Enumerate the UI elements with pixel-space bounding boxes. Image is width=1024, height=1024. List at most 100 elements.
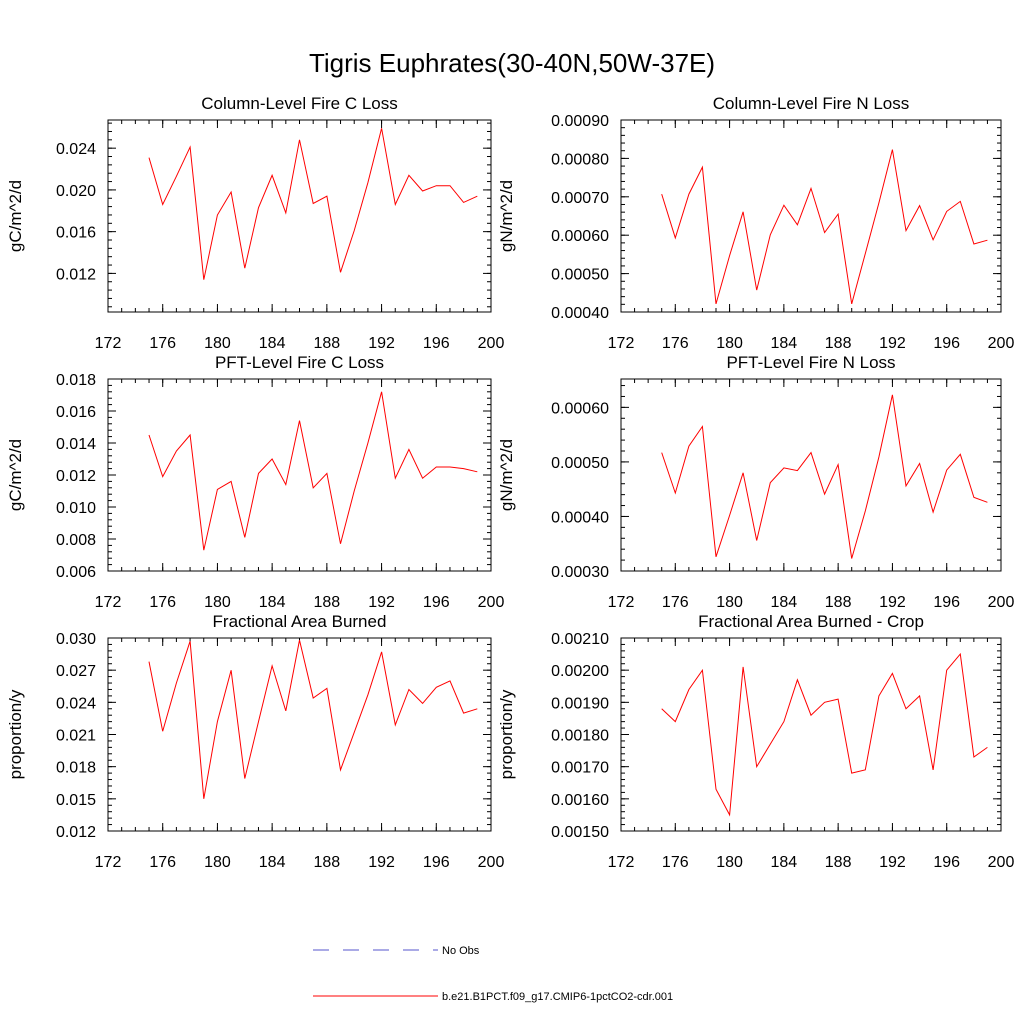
y-tick-label: 0.00180: [551, 728, 609, 745]
y-axis-label: proportion/y: [497, 689, 516, 779]
x-tick-label: 184: [771, 335, 798, 352]
y-tick-label: 0.006: [56, 564, 96, 581]
x-tick-label: 180: [716, 854, 743, 871]
y-tick-label: 0.00060: [551, 400, 609, 417]
series-line-model: [148, 128, 478, 280]
x-tick-label: 192: [368, 854, 395, 871]
x-tick-label: 180: [204, 854, 231, 871]
y-tick-label: 0.010: [56, 500, 96, 517]
x-tick-label: 196: [933, 594, 960, 611]
figure-title: Tigris Euphrates(30-40N,50W-37E): [309, 48, 715, 78]
y-axis-label: gC/m^2/d: [6, 180, 25, 252]
y-tick-label: 0.012: [56, 266, 96, 283]
x-tick-label: 192: [879, 335, 906, 352]
x-tick-label: 172: [608, 335, 635, 352]
x-tick-label: 200: [478, 594, 505, 611]
x-tick-label: 196: [423, 854, 450, 871]
y-tick-label: 0.012: [56, 468, 96, 485]
x-tick-label: 184: [259, 594, 286, 611]
plot-frame: [107, 119, 492, 313]
x-tick-label: 172: [608, 854, 635, 871]
y-tick-label: 0.00200: [551, 663, 609, 680]
x-tick-label: 200: [988, 594, 1015, 611]
y-tick-label: 0.008: [56, 532, 96, 549]
x-tick-label: 188: [825, 854, 852, 871]
plot-frame: [620, 637, 1002, 832]
y-tick-label: 0.027: [56, 663, 96, 680]
x-tick-label: 200: [478, 854, 505, 871]
x-tick-label: 188: [825, 594, 852, 611]
x-tick-label: 172: [95, 854, 122, 871]
x-tick-label: 192: [879, 594, 906, 611]
y-tick-label: 0.00170: [551, 760, 609, 777]
panel-title: Fractional Area Burned: [213, 612, 387, 631]
y-tick-label: 0.012: [56, 824, 96, 841]
y-axis-label: gC/m^2/d: [6, 439, 25, 511]
x-tick-label: 200: [988, 854, 1015, 871]
y-axis-label: gN/m^2/d: [497, 439, 516, 511]
x-tick-label: 192: [879, 854, 906, 871]
series-line-model: [148, 391, 478, 551]
series-line-model: [148, 639, 478, 799]
x-tick-label: 172: [95, 335, 122, 352]
y-tick-label: 0.00040: [551, 509, 609, 526]
x-tick-label: 196: [423, 335, 450, 352]
y-tick-label: 0.021: [56, 728, 96, 745]
y-tick-label: 0.00090: [551, 113, 609, 130]
y-tick-label: 0.00060: [551, 228, 609, 245]
legend: No Obs b.e21.B1PCT.f09_g17.CMIP6-1pctCO2…: [313, 945, 673, 1003]
x-tick-label: 172: [95, 594, 122, 611]
y-tick-label: 0.00040: [551, 305, 609, 322]
series-line-model: [661, 394, 988, 559]
x-tick-label: 180: [716, 594, 743, 611]
chart-panel-3: 172 176 180 184 188 192 196 200 0.006 0.008 0.010 0…: [6, 353, 504, 611]
y-tick-label: 0.016: [56, 404, 96, 421]
plot-frame: [107, 637, 492, 832]
x-tick-label: 196: [933, 335, 960, 352]
y-tick-label: 0.00070: [551, 190, 609, 207]
y-tick-label: 0.015: [56, 792, 96, 809]
y-tick-label: 0.00050: [551, 267, 609, 284]
x-tick-label: 184: [771, 854, 798, 871]
y-tick-label: 0.00080: [551, 151, 609, 168]
y-tick-label: 0.00150: [551, 824, 609, 841]
chart-panel-2: 172 176 180 184 188 192 196 200 0.00040 0.00050 0.…: [497, 94, 1014, 352]
y-tick-label: 0.016: [56, 225, 96, 242]
y-tick-label: 0.018: [56, 372, 96, 389]
x-tick-label: 188: [314, 854, 341, 871]
x-tick-label: 176: [149, 594, 176, 611]
x-tick-label: 184: [771, 594, 798, 611]
panel-title: Column-Level Fire N Loss: [713, 94, 910, 113]
legend-obs-label: No Obs: [442, 945, 480, 957]
x-tick-label: 188: [314, 335, 341, 352]
y-axis-label: gN/m^2/d: [497, 180, 516, 252]
legend-model-label: b.e21.B1PCT.f09_g17.CMIP6-1pctCO2-cdr.00…: [442, 991, 673, 1003]
x-tick-label: 184: [259, 335, 286, 352]
x-tick-label: 176: [662, 854, 689, 871]
y-tick-label: 0.014: [56, 436, 96, 453]
y-tick-label: 0.024: [56, 141, 96, 158]
x-tick-label: 196: [933, 854, 960, 871]
x-tick-label: 176: [149, 854, 176, 871]
chart-panel-4: 172 176 180 184 188 192 196 200 0.00030 0.00040 0.…: [497, 353, 1014, 611]
chart-panel-6: 172 176 180 184 188 192 196 200 0.00150 0.00160 0.…: [497, 612, 1014, 871]
x-tick-label: 176: [149, 335, 176, 352]
x-tick-label: 176: [662, 594, 689, 611]
y-tick-label: 0.00190: [551, 695, 609, 712]
x-tick-label: 196: [423, 594, 450, 611]
y-tick-label: 0.024: [56, 695, 96, 712]
x-tick-label: 188: [825, 335, 852, 352]
y-axis-label: proportion/y: [6, 689, 25, 779]
panel-title: PFT-Level Fire C Loss: [215, 353, 384, 372]
y-tick-label: 0.00210: [551, 631, 609, 648]
panel-title: Column-Level Fire C Loss: [201, 94, 398, 113]
x-tick-label: 180: [204, 594, 231, 611]
x-tick-label: 188: [314, 594, 341, 611]
plot-frame: [620, 378, 1002, 572]
x-tick-label: 176: [662, 335, 689, 352]
x-tick-label: 200: [478, 335, 505, 352]
x-tick-label: 180: [204, 335, 231, 352]
y-tick-label: 0.00050: [551, 455, 609, 472]
x-tick-label: 192: [368, 335, 395, 352]
